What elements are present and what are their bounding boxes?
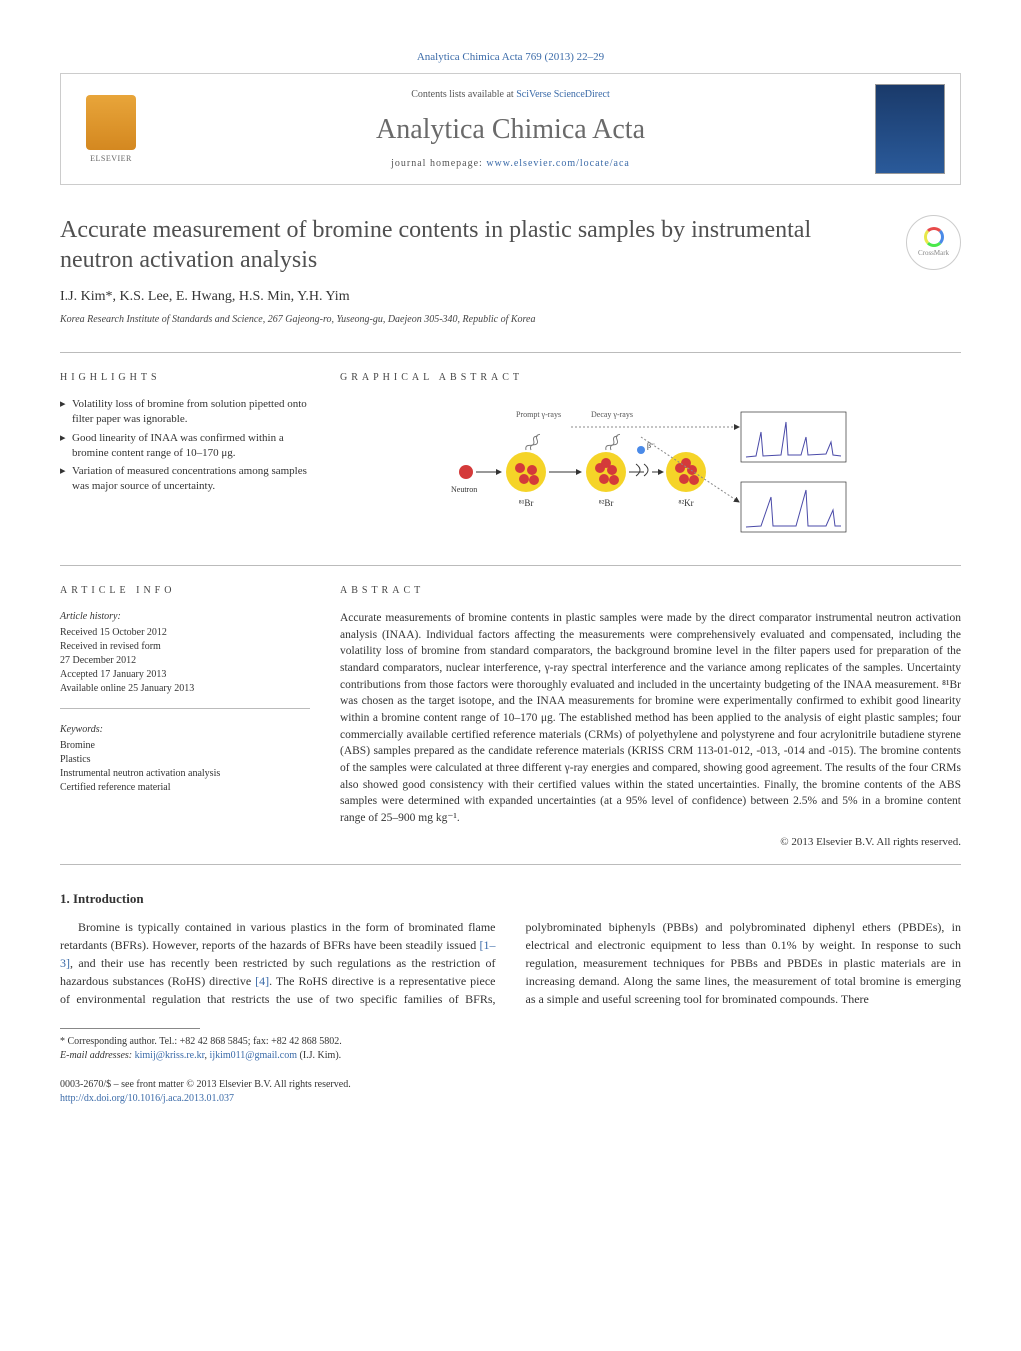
history-heading: Article history:: [60, 610, 310, 624]
abstract-label: ABSTRACT: [340, 584, 961, 598]
svg-text:Decay γ-rays: Decay γ-rays: [591, 410, 633, 419]
elsevier-logo: ELSEVIER: [76, 89, 146, 169]
intro-text: Bromine is typically contained in variou…: [60, 920, 496, 952]
svg-text:Neutron: Neutron: [451, 485, 477, 494]
elsevier-text: ELSEVIER: [90, 153, 132, 164]
abstract-text: Accurate measurements of bromine content…: [340, 610, 961, 827]
graphical-abstract: Neutron ⁸¹Br: [340, 397, 961, 547]
corresponding-author: * Corresponding author. Tel.: +82 42 868…: [60, 1035, 961, 1049]
authors: I.J. Kim*, K.S. Lee, E. Hwang, H.S. Min,…: [60, 287, 961, 307]
article-title: Accurate measurement of bromine contents…: [60, 215, 886, 275]
svg-text:Prompt γ-rays: Prompt γ-rays: [516, 410, 561, 419]
doi-link[interactable]: http://dx.doi.org/10.1016/j.aca.2013.01.…: [60, 1093, 234, 1104]
email-label: E-mail addresses:: [60, 1050, 135, 1061]
intro-text: , and their use has recently been restri…: [70, 956, 406, 970]
svg-text:⁸²Kr: ⁸²Kr: [678, 498, 693, 508]
keyword: Bromine: [60, 739, 310, 753]
article-info: Article history: Received 15 October 201…: [60, 610, 310, 696]
history-line: Received in revised form: [60, 640, 310, 654]
keywords-heading: Keywords:: [60, 723, 310, 737]
highlight-item: Good linearity of INAA was confirmed wit…: [60, 431, 310, 461]
keywords: Keywords: Bromine Plastics Instrumental …: [60, 723, 310, 795]
history-line: 27 December 2012: [60, 654, 310, 668]
svg-text:⁸²Br: ⁸²Br: [598, 498, 613, 508]
highlight-item: Variation of measured concentrations amo…: [60, 464, 310, 494]
intro-heading: 1. Introduction: [60, 890, 961, 908]
affiliation: Korea Research Institute of Standards an…: [60, 313, 961, 327]
elsevier-tree-icon: [86, 95, 136, 150]
keyword: Certified reference material: [60, 781, 310, 795]
contents-line: Contents lists available at SciVerse Sci…: [146, 88, 875, 102]
crossmark-label: CrossMark: [918, 249, 949, 259]
highlight-item: Volatility loss of bromine from solution…: [60, 397, 310, 427]
history-line: Available online 25 January 2013: [60, 682, 310, 696]
email-name: (I.J. Kim).: [297, 1050, 341, 1061]
intro-body: Bromine is typically contained in variou…: [60, 918, 961, 1008]
journal-name: Analytica Chimica Acta: [146, 110, 875, 149]
highlights-label: HIGHLIGHTS: [60, 371, 310, 385]
email-link[interactable]: ijkim011@gmail.com: [210, 1050, 297, 1061]
crossmark-badge[interactable]: CrossMark: [906, 215, 961, 270]
highlights-list: Volatility loss of bromine from solution…: [60, 397, 310, 494]
keyword: Plastics: [60, 753, 310, 767]
journal-ref: Analytica Chimica Acta 769 (2013) 22–29: [60, 50, 961, 65]
email-link[interactable]: kimij@kriss.re.kr: [135, 1050, 205, 1061]
contents-prefix: Contents lists available at: [411, 89, 516, 100]
divider: [60, 708, 310, 709]
history-line: Received 15 October 2012: [60, 626, 310, 640]
divider: [60, 864, 961, 865]
footer-info: 0003-2670/$ – see front matter © 2013 El…: [60, 1078, 961, 1106]
issn-line: 0003-2670/$ – see front matter © 2013 El…: [60, 1078, 961, 1092]
homepage-link[interactable]: www.elsevier.com/locate/aca: [486, 158, 630, 169]
journal-header: ELSEVIER Contents lists available at Sci…: [60, 73, 961, 185]
homepage-line: journal homepage: www.elsevier.com/locat…: [146, 157, 875, 171]
history-line: Accepted 17 January 2013: [60, 668, 310, 682]
divider: [60, 352, 961, 353]
graphical-abstract-svg: Neutron ⁸¹Br: [441, 402, 861, 542]
homepage-prefix: journal homepage:: [391, 158, 486, 169]
crossmark-icon: [924, 227, 944, 247]
footnote: * Corresponding author. Tel.: +82 42 868…: [60, 1035, 961, 1063]
footnote-divider: [60, 1028, 200, 1029]
ref-link[interactable]: [4]: [255, 974, 269, 988]
graphical-abstract-label: GRAPHICAL ABSTRACT: [340, 371, 961, 385]
copyright: © 2013 Elsevier B.V. All rights reserved…: [340, 835, 961, 850]
article-info-label: ARTICLE INFO: [60, 584, 310, 598]
divider: [60, 565, 961, 566]
keyword: Instrumental neutron activation analysis: [60, 767, 310, 781]
journal-cover-thumb: [875, 84, 945, 174]
svg-text:⁸¹Br: ⁸¹Br: [518, 498, 533, 508]
sciencedirect-link[interactable]: SciVerse ScienceDirect: [516, 89, 610, 100]
